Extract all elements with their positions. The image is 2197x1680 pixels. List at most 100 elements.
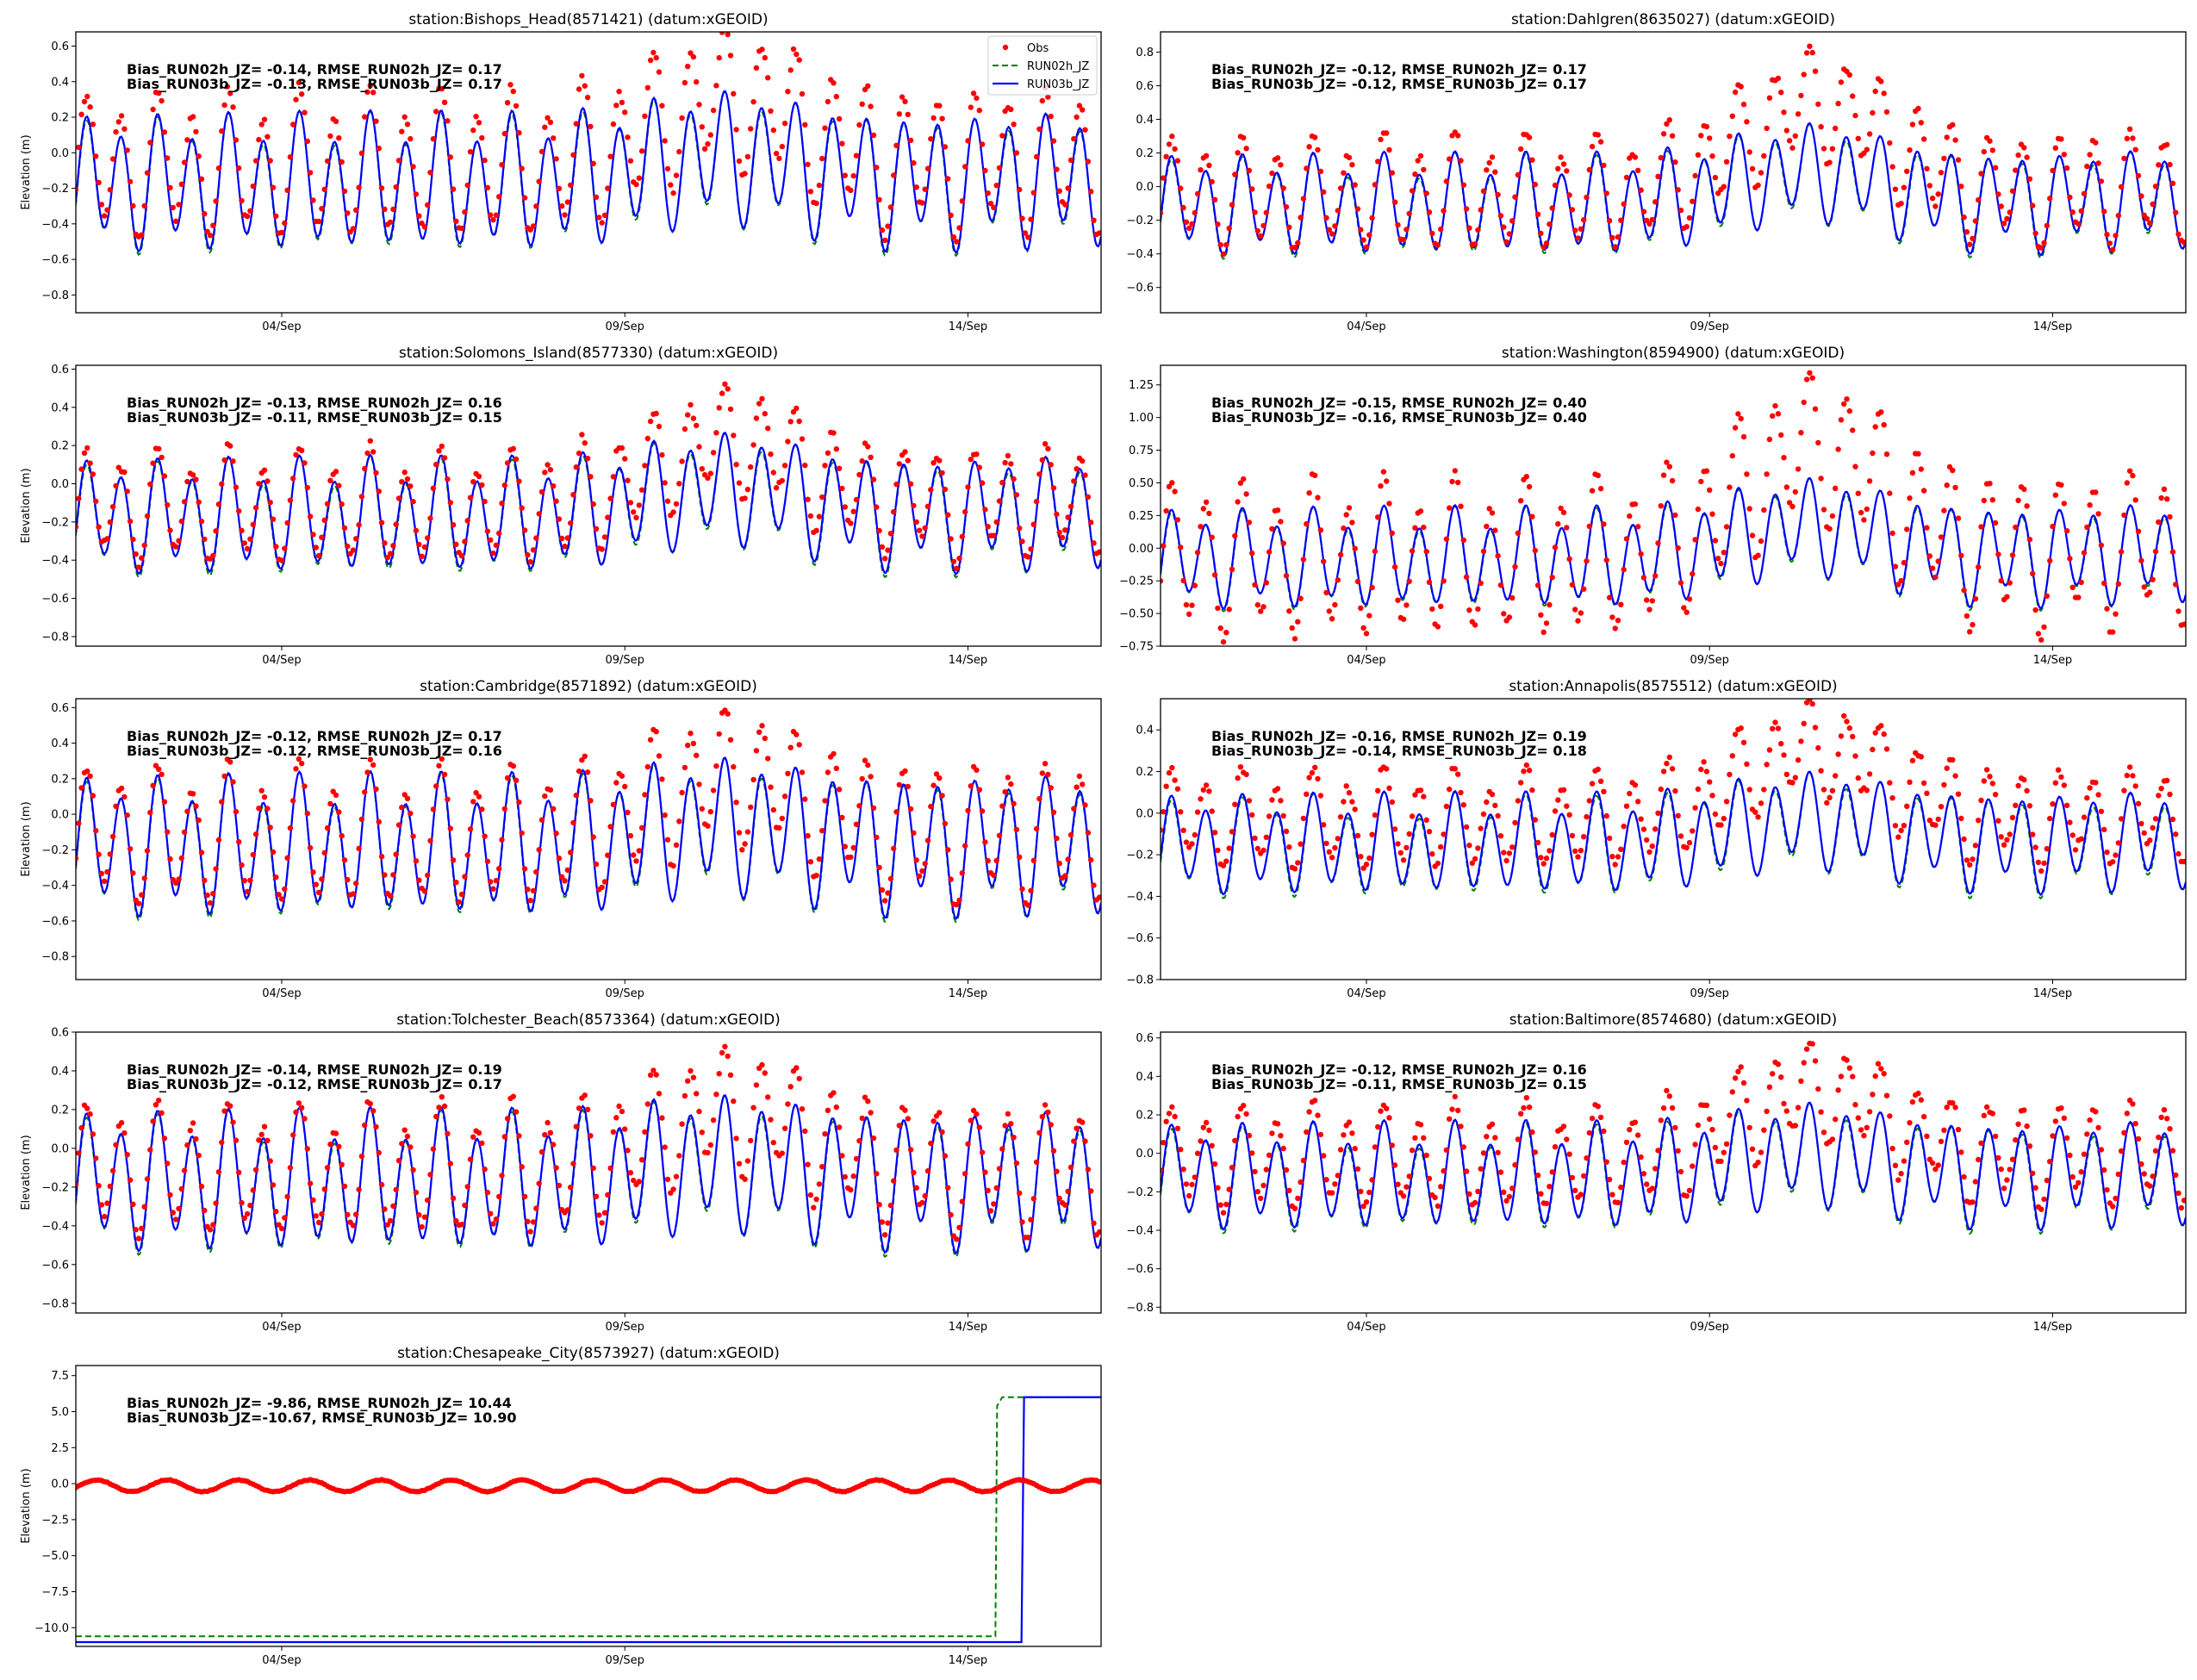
obs-point xyxy=(1978,1140,1984,1147)
obs-point xyxy=(267,824,273,831)
obs-point xyxy=(2041,1196,2047,1203)
obs-point xyxy=(799,436,806,442)
obs-point xyxy=(445,796,451,802)
obs-point xyxy=(1735,1068,1741,1075)
obs-point xyxy=(1555,520,1561,527)
obs-point xyxy=(1858,1127,1864,1133)
obs-point xyxy=(1707,779,1713,785)
obs-point xyxy=(1252,582,1258,588)
obs-point xyxy=(647,57,654,64)
obs-point xyxy=(2061,152,2067,158)
obs-point xyxy=(1335,577,1341,583)
obs-point xyxy=(1304,165,1310,171)
obs-point xyxy=(139,555,145,561)
obs-point xyxy=(1655,173,1661,179)
obs-point xyxy=(1815,439,1821,446)
obs-point xyxy=(1744,1098,1750,1104)
obs-point xyxy=(1783,484,1789,490)
obs-point xyxy=(118,785,125,792)
obs-point xyxy=(221,1108,227,1114)
obs-point xyxy=(1189,841,1195,847)
obs-point xyxy=(1463,206,1470,212)
obs-point xyxy=(874,834,880,841)
obs-point xyxy=(87,104,93,110)
obs-point xyxy=(733,462,739,468)
obs-point xyxy=(770,127,776,134)
obs-point xyxy=(2067,194,2073,201)
obs-point xyxy=(333,118,339,125)
obs-point xyxy=(2063,802,2070,808)
obs-point xyxy=(1761,507,1767,513)
obs-point xyxy=(1995,818,2001,824)
obs-point xyxy=(1260,847,1267,854)
obs-point xyxy=(1384,1105,1390,1111)
obs-point xyxy=(584,94,591,101)
obs-point xyxy=(1844,1057,1850,1063)
obs-point xyxy=(733,127,739,133)
obs-point xyxy=(1274,786,1281,792)
obs-point xyxy=(1489,154,1496,160)
obs-point xyxy=(1958,184,1964,190)
obs-point xyxy=(1846,725,1852,731)
obs-point xyxy=(1071,806,1077,812)
obs-point xyxy=(2044,1177,2050,1184)
obs-point xyxy=(999,479,1005,486)
obs-point xyxy=(2015,497,2021,503)
obs-point xyxy=(1764,125,1770,132)
obs-point xyxy=(719,390,725,396)
obs-point xyxy=(513,1109,520,1115)
obs-point xyxy=(1349,799,1355,805)
obs-point xyxy=(1501,1189,1507,1196)
obs-point xyxy=(2104,1186,2110,1193)
obs-point xyxy=(1658,503,1665,509)
obs-point xyxy=(2024,154,2030,160)
obs-point xyxy=(1961,1173,1967,1180)
obs-point xyxy=(2156,162,2162,168)
obs-point xyxy=(150,106,156,113)
obs-point xyxy=(159,97,165,104)
obs-point xyxy=(282,1215,288,1221)
y-tick-label: 0.25 xyxy=(1129,510,1154,523)
plot-area xyxy=(76,707,1101,924)
obs-point xyxy=(976,464,983,470)
obs-point xyxy=(879,544,886,551)
obs-point xyxy=(473,114,479,120)
obs-point xyxy=(1206,1127,1212,1134)
obs-point xyxy=(1409,813,1416,819)
obs-point xyxy=(2058,1105,2064,1111)
obs-point xyxy=(1391,199,1398,205)
obs-point xyxy=(1783,1108,1789,1114)
obs-point xyxy=(1889,530,1895,537)
y-tick-label: −0.2 xyxy=(1126,1186,1154,1199)
obs-point xyxy=(2147,220,2153,227)
obs-point xyxy=(1915,105,1921,112)
obs-point xyxy=(1243,1111,1249,1117)
y-tick-label: −0.2 xyxy=(41,844,69,857)
obs-point xyxy=(865,1098,871,1104)
series-obs xyxy=(1161,1040,2186,1216)
obs-point xyxy=(1263,1167,1270,1173)
obs-point xyxy=(731,432,737,439)
obs-point xyxy=(1883,746,1890,752)
obs-point xyxy=(2047,557,2053,564)
obs-point xyxy=(1389,799,1396,806)
obs-point xyxy=(2164,141,2170,148)
obs-point xyxy=(590,501,596,507)
obs-point xyxy=(1091,882,1097,888)
obs-point xyxy=(2021,486,2027,492)
obs-point xyxy=(759,395,765,401)
obs-point xyxy=(1801,399,1807,406)
obs-point xyxy=(1778,432,1784,439)
x-tick-label: 09/Sep xyxy=(1690,987,1728,1000)
x-tick-label: 09/Sep xyxy=(605,1321,644,1334)
obs-point xyxy=(1438,843,1444,850)
obs-point xyxy=(470,128,476,134)
obs-point xyxy=(2052,145,2058,151)
obs-point xyxy=(1729,113,1736,119)
obs-point xyxy=(527,1229,533,1235)
obs-point xyxy=(1920,780,1927,787)
obs-point xyxy=(1215,1185,1221,1191)
obs-point xyxy=(1666,754,1673,761)
obs-point xyxy=(794,405,800,412)
obs-point xyxy=(636,1179,642,1185)
